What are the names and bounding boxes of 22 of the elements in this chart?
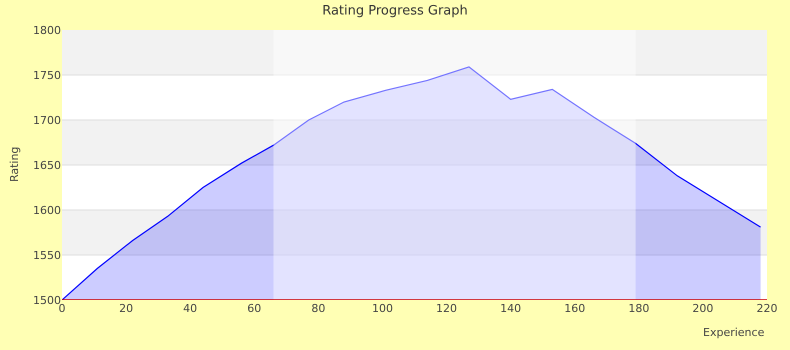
y-axis-title: Rating [8,146,22,182]
y-tick-label: 1800 [33,24,61,37]
y-tick-label: 1750 [33,68,61,82]
x-tick-label: 80 [311,302,326,315]
x-tick-label: 140 [500,302,522,315]
y-tick-label: 1650 [33,158,61,172]
y-tick-label: 1700 [33,114,61,127]
x-tick-label: 220 [756,302,778,315]
x-tick-label: 100 [372,302,393,315]
x-tick-label: 20 [119,302,134,315]
chart-title: Rating Progress Graph [322,3,468,18]
y-tick-label: 1500 [33,294,61,307]
x-tick-label: 40 [183,302,198,315]
x-tick-label: 160 [564,302,586,315]
x-tick-label: 180 [628,302,650,315]
x-tick-label: 60 [247,302,262,315]
y-tick-label: 1600 [33,204,61,217]
x-axis-title: Experience [703,326,765,339]
x-tick-label: 0 [58,302,66,315]
x-tick-label: 200 [692,302,714,315]
y-tick-label: 1550 [33,248,61,262]
x-tick-label: 120 [436,302,458,315]
